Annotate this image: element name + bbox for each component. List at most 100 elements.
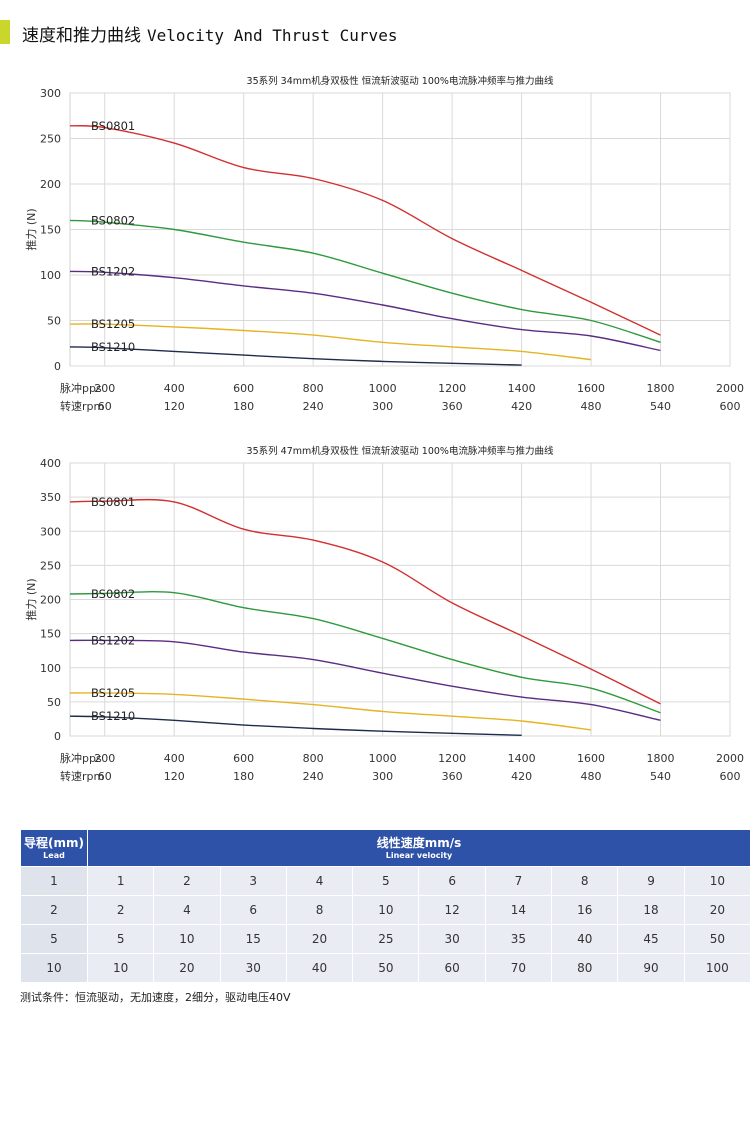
x-tick-label-rpm: 240 [303,770,324,783]
chart-title: 35系列 34mm机身双极性 恒流斩波驱动 100%电流脉冲频率与推力曲线 [247,75,554,87]
velocity-cell: 10 [86,953,155,983]
velocity-cell: 30 [418,924,486,954]
x-axis-label-rpm: 转速rpm [60,399,104,413]
y-axis-label: 推力 (N) [24,208,38,250]
x-axis-label-rpm: 转速rpm [60,769,104,783]
y-tick-label: 300 [40,525,61,538]
velocity-cell: 7 [484,866,553,896]
x-tick-label-pps: 1600 [577,752,605,765]
series-label-bs1210: BS1210 [91,709,135,723]
x-tick-label-rpm: 480 [581,400,602,413]
velocity-cell: 20 [153,953,221,983]
thrust-curve-chart-47mm: 35系列 47mm机身双极性 恒流斩波驱动 100%电流脉冲频率与推力曲线 0 50… [24,445,744,783]
y-tick-label: 100 [40,269,61,282]
table-header-row: 导程(mm) Lead 线性速度mm/s Linear velocity [20,829,750,867]
velocity-cell: 40 [551,924,619,954]
y-tick-label: 50 [47,315,61,328]
chart-title: 35系列 47mm机身双极性 恒流斩波驱动 100%电流脉冲频率与推力曲线 [247,445,554,457]
velocity-cell: 9 [617,866,685,896]
x-tick-label-pps: 800 [303,752,324,765]
x-tick-label-pps: 1200 [438,382,466,395]
table-row: 10 10 20 30 40 50 60 70 80 90 100 [20,953,750,983]
velocity-cell: 1 [86,866,155,896]
x-tick-label-rpm: 540 [650,770,671,783]
velocity-cell: 18 [617,895,685,925]
series-label-bs1202: BS1202 [91,264,135,278]
series-label-bs0802: BS0802 [91,587,135,601]
lead-cell: 5 [20,924,88,954]
x-tick-label-rpm: 300 [372,400,393,413]
velocity-cell: 6 [219,895,287,925]
series-label-bs1205: BS1205 [91,686,135,700]
table-row: 5 5 10 15 20 25 30 35 40 45 50 [20,924,750,954]
x-tick-label-pps: 400 [164,752,185,765]
series-line-bs1202 [69,639,661,721]
x-tick-label-pps: 1800 [647,752,675,765]
series-line-bs0801 [69,125,661,336]
x-tick-label-pps: 200 [94,382,115,395]
x-tick-label-pps: 1200 [438,752,466,765]
velocity-cell: 20 [683,895,750,925]
velocity-cell: 10 [683,866,750,896]
series-label-bs0802: BS0802 [91,213,135,227]
lead-cell: 10 [20,953,88,983]
series-label-bs1210: BS1210 [91,340,135,354]
velocity-cell: 10 [352,895,420,925]
velocity-cell: 14 [484,895,553,925]
x-tick-label-rpm: 540 [650,400,671,413]
x-tick-label-pps: 600 [233,752,254,765]
y-tick-label: 100 [40,662,61,675]
velocity-cell: 3 [219,866,287,896]
series-label-bs0801: BS0801 [91,119,135,133]
velocity-column-header: 线性速度mm/s Linear velocity [86,829,750,867]
y-axis-label: 推力 (N) [24,578,38,620]
x-tick-label-rpm: 360 [442,770,463,783]
y-tick-label: 150 [40,224,61,237]
x-tick-label-pps: 2000 [716,382,744,395]
y-tick-label: 400 [40,457,61,470]
y-tick-label: 150 [40,628,61,641]
series-line-bs1205 [69,323,592,361]
lead-cell: 2 [20,895,88,925]
test-conditions-note: 测试条件：恒流驱动，无加速度，2细分，驱动电压40V [20,991,291,1004]
lead-cell: 1 [20,866,88,896]
x-tick-label-rpm: 420 [511,770,532,783]
x-tick-label-rpm: 300 [372,770,393,783]
x-axis-label-pps: 脉冲pps [60,381,102,395]
series-line-bs1202 [69,270,661,352]
x-tick-label-rpm: 180 [233,770,254,783]
x-tick-label-rpm: 60 [98,770,112,783]
velocity-cell: 35 [484,924,553,954]
series-line-bs0802 [69,219,661,343]
table-row: 1 1 2 3 4 5 6 7 8 9 10 [20,866,750,896]
y-tick-label: 300 [40,87,61,100]
velocity-cell: 25 [352,924,420,954]
section-title-en: Velocity And Thrust Curves [147,26,398,45]
title-accent-bar [0,20,10,44]
velocity-cell: 10 [153,924,221,954]
series-label-bs1205: BS1205 [91,317,135,331]
velocity-cell: 40 [285,953,354,983]
x-tick-label-pps: 200 [94,752,115,765]
velocity-cell: 2 [153,866,221,896]
x-tick-label-pps: 600 [233,382,254,395]
x-tick-label-rpm: 240 [303,400,324,413]
series-line-bs0802 [69,591,661,714]
y-tick-label: 250 [40,559,61,572]
x-tick-label-rpm: 600 [720,400,741,413]
x-tick-label-pps: 1800 [647,382,675,395]
velocity-cell: 4 [153,895,221,925]
x-tick-label-rpm: 600 [720,770,741,783]
series-label-bs1202: BS1202 [91,633,135,647]
y-tick-label: 200 [40,178,61,191]
series-label-bs0801: BS0801 [91,495,135,509]
x-tick-label-pps: 2000 [716,752,744,765]
velocity-cell: 8 [285,895,354,925]
y-tick-label: 200 [40,594,61,607]
x-tick-label-rpm: 360 [442,400,463,413]
velocity-cell: 5 [352,866,420,896]
velocity-cell: 50 [352,953,420,983]
x-tick-label-rpm: 120 [164,770,185,783]
